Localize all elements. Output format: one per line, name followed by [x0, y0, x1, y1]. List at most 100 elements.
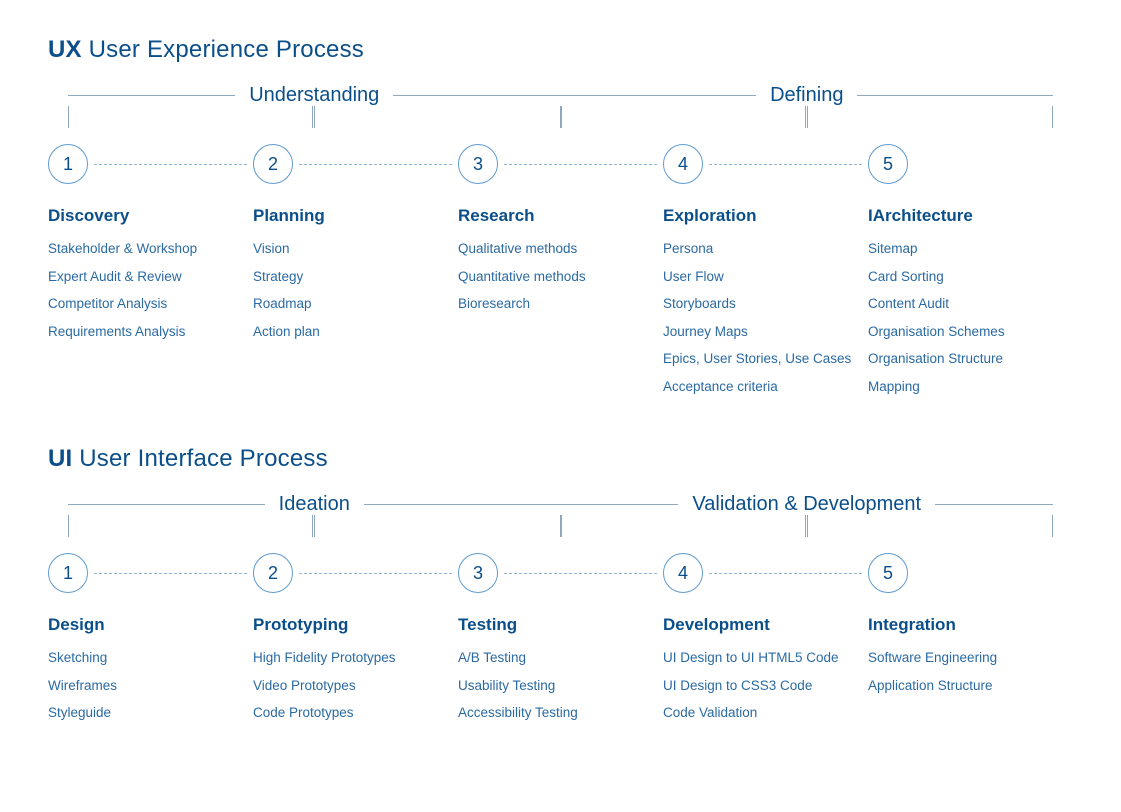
- step-item: Wireframes: [48, 677, 253, 695]
- steps-row: 1DesignSketchingWireframesStyleguide2Pro…: [48, 553, 1073, 732]
- step: 2 Planning VisionStrategyRoadmapAction pla…: [253, 144, 458, 350]
- step-item: User Flow: [663, 268, 868, 286]
- step-title: Integration: [868, 615, 1073, 635]
- step-title: Research: [458, 206, 663, 226]
- section-title-rest: User Experience Process: [82, 36, 364, 63]
- phase-top: Ideation: [68, 493, 561, 515]
- step-item: Vision: [253, 240, 458, 258]
- phase-line-left: [68, 504, 265, 505]
- step-connector-dash: [709, 573, 862, 574]
- phase-stem: [561, 106, 1054, 128]
- phase-bracket: Understanding: [68, 84, 561, 130]
- step-item: Video Prototypes: [253, 677, 458, 695]
- step: 1DesignSketchingWireframesStyleguide: [48, 553, 253, 732]
- phase-label: Defining: [770, 84, 843, 107]
- phase-line-right: [935, 504, 1053, 505]
- step-item: Bioresearch: [458, 295, 663, 313]
- step-head: 3: [458, 144, 663, 184]
- phase-row: Ideation Validation & Development: [68, 493, 1053, 539]
- step-item-list: VisionStrategyRoadmapAction plan: [253, 240, 458, 340]
- step-item: Requirements Analysis: [48, 323, 253, 341]
- step-head: 3: [458, 553, 663, 593]
- step-connector-dash: [504, 164, 657, 165]
- step-item: High Fidelity Prototypes: [253, 649, 458, 667]
- step-title: Testing: [458, 615, 663, 635]
- step-head: 4: [663, 553, 868, 593]
- step-number-circle: 5: [868, 144, 908, 184]
- step-number-circle: 3: [458, 553, 498, 593]
- step-head: 1: [48, 144, 253, 184]
- step-item-list: UI Design to UI HTML5 Code UI Design to C…: [663, 649, 868, 722]
- step-item: Qualitative methods: [458, 240, 663, 258]
- phase-line-right: [857, 95, 1053, 96]
- step-item: Code Prototypes: [253, 704, 458, 722]
- step: 1DiscoveryStakeholder & WorkshopExpert A…: [48, 144, 253, 350]
- phase-line-right: [393, 95, 560, 96]
- step-item: Roadmap: [253, 295, 458, 313]
- phase-stem: [68, 106, 561, 128]
- step-item: Accessibility Testing: [458, 704, 663, 722]
- step-head: 2: [253, 144, 458, 184]
- step-connector-dash: [94, 164, 247, 165]
- step: 5IArchitectureSitemapCard SortingContent…: [868, 144, 1073, 405]
- step-head: 5: [868, 144, 1073, 184]
- step-item: Sketching: [48, 649, 253, 667]
- step-number-circle: 3: [458, 144, 498, 184]
- step-item: Styleguide: [48, 704, 253, 722]
- step-item: Persona: [663, 240, 868, 258]
- section-ux: UX User Experience ProcessUnderstandingD…: [48, 36, 1073, 405]
- step-item: UI Design to CSS3 Code: [663, 677, 868, 695]
- step: 2PrototypingHigh Fidelity PrototypesVide…: [253, 553, 458, 732]
- step-item: Card Sorting: [868, 268, 1073, 286]
- step-item: Mapping: [868, 378, 1073, 396]
- step-item-list: Stakeholder & WorkshopExpert Audit & Rev…: [48, 240, 253, 340]
- step-number-circle: 4: [663, 553, 703, 593]
- step-number-circle: 1: [48, 144, 88, 184]
- step-title: Design: [48, 615, 253, 635]
- step: 4ExplorationPersonaUser FlowStoryboardsJ…: [663, 144, 868, 405]
- phase-top: Defining: [561, 84, 1054, 106]
- step-connector-dash: [709, 164, 862, 165]
- step-item: Storyboards: [663, 295, 868, 313]
- phase-line-left: [561, 504, 679, 505]
- phase-label: Validation & Development: [692, 493, 921, 516]
- phase-label: Ideation: [279, 493, 350, 516]
- phase-bracket: Validation & Development: [561, 493, 1054, 539]
- step-item: Epics, User Stories, Use Cases: [663, 350, 868, 368]
- step-item: Code Validation: [663, 704, 868, 722]
- step-item-list: Software Engineering Application Structur…: [868, 649, 1073, 694]
- section-title-rest: User Interface Process: [72, 445, 327, 472]
- step-item-list: A/B TestingUsability TestingAccessibilit…: [458, 649, 663, 722]
- step-head: 5: [868, 553, 1073, 593]
- phase-row: Understanding Defining: [68, 84, 1053, 130]
- step: 5 Integration Software Engineering Applicat…: [868, 553, 1073, 704]
- step-item: Journey Maps: [663, 323, 868, 341]
- step-item: Organisation Schemes: [868, 323, 1073, 341]
- step-item: Application Structure: [868, 677, 1073, 695]
- step: 3 Research Qualitative methodsQuantitative…: [458, 144, 663, 323]
- step-title: Planning: [253, 206, 458, 226]
- step-connector-dash: [504, 573, 657, 574]
- step-item: Sitemap: [868, 240, 1073, 258]
- section-ui: UI User Interface Process Ideation Validat…: [48, 445, 1073, 732]
- step-item: Competitor Analysis: [48, 295, 253, 313]
- step-item: Expert Audit & Review: [48, 268, 253, 286]
- step-number-circle: 2: [253, 553, 293, 593]
- section-title-bold: UI: [48, 445, 72, 472]
- step-connector-dash: [299, 164, 452, 165]
- step-item: Usability Testing: [458, 677, 663, 695]
- section-title: UI User Interface Process: [48, 445, 1073, 473]
- step-item-list: Persona User Flow Storyboards Journey Maps E…: [663, 240, 868, 395]
- phase-line-right: [364, 504, 561, 505]
- step-head: 2: [253, 553, 458, 593]
- step-number-circle: 2: [253, 144, 293, 184]
- step-item: Software Engineering: [868, 649, 1073, 667]
- step-item-list: SitemapCard SortingContent AuditOrganisa…: [868, 240, 1073, 395]
- step: 4DevelopmentUI Design to UI HTML5 CodeUI…: [663, 553, 868, 732]
- step-head: 4: [663, 144, 868, 184]
- step-item: UI Design to UI HTML5 Code: [663, 649, 868, 667]
- step-title: IArchitecture: [868, 206, 1073, 226]
- step-item-list: Qualitative methodsQuantitative methodsB…: [458, 240, 663, 313]
- phase-label: Understanding: [249, 84, 379, 107]
- step-title: Development: [663, 615, 868, 635]
